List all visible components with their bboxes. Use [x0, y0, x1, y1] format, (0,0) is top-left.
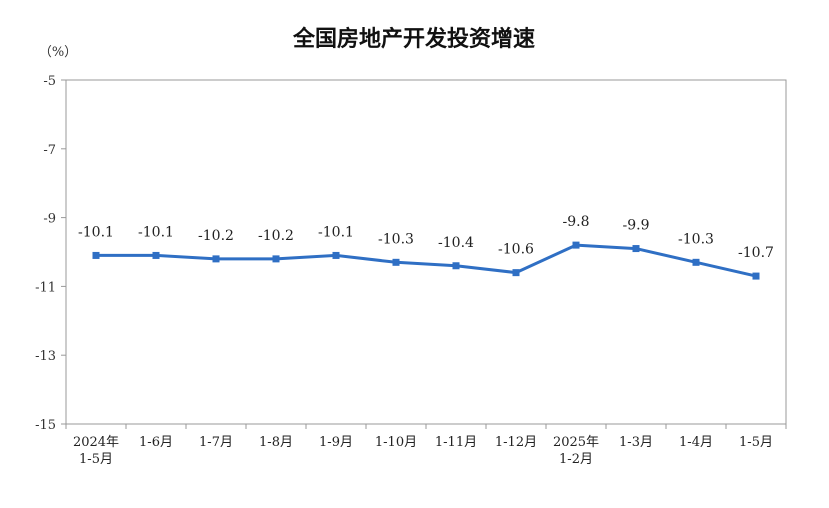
data-point: [632, 245, 640, 253]
data-point: [752, 272, 760, 280]
x-tick-label: 1-4月: [679, 435, 713, 450]
x-tick-label: 1-9月: [319, 435, 353, 450]
y-tick-label: -9: [43, 212, 56, 227]
x-tick-label: 1-12月: [495, 435, 537, 450]
x-tick-label: 1-8月: [259, 435, 293, 450]
series-line: [96, 243, 757, 278]
data-point: [452, 262, 460, 270]
x-axis-ticks: 2024年 1-5月 1-6月 1-7月 1-8月 1-9月 1-10月 1-11月 1-12月…: [65, 424, 787, 467]
chart-title: 全国房地产开发投资增速: [292, 26, 535, 52]
x-tick-label: 1-10月: [375, 435, 417, 450]
data-label: -10.3: [378, 231, 414, 247]
y-tick-label: -13: [35, 349, 56, 364]
data-label: -10.1: [318, 224, 354, 240]
data-label: -10.3: [678, 231, 714, 247]
data-label: -9.8: [563, 214, 590, 230]
x-tick-label: 1-3月: [619, 435, 653, 450]
x-tick-label: 1-7月: [199, 435, 233, 450]
data-label: -10.1: [78, 224, 114, 240]
data-labels: -10.1 -10.1 -10.2 -10.2 -10.1 -10.3 -10.4 -10.6…: [78, 214, 774, 261]
x-tick-label: 2024年 1-5月: [73, 435, 119, 467]
data-point: [92, 251, 100, 259]
data-label: -10.4: [438, 235, 474, 251]
data-point: [212, 255, 220, 263]
y-tick-label: -11: [35, 280, 56, 295]
data-point: [692, 258, 700, 266]
data-point: [572, 241, 580, 249]
y-axis-unit-label: （%）: [39, 45, 77, 60]
y-tick-label: -15: [35, 418, 56, 433]
x-tick-label: 1-6月: [139, 435, 173, 450]
x-tick-label: 2025年 1-2月: [553, 435, 599, 467]
data-point: [392, 258, 400, 266]
data-label: -10.7: [738, 245, 774, 261]
data-point: [332, 251, 340, 259]
x-tick-label: 1-5月: [739, 435, 773, 450]
data-label: -10.1: [138, 224, 174, 240]
y-tick-label: -5: [43, 74, 56, 89]
y-axis-ticks: -5 -7 -9 -11 -13 -15: [35, 74, 66, 433]
data-point: [512, 269, 520, 277]
data-label: -10.2: [258, 228, 294, 244]
plot-area-frame: [65, 79, 787, 425]
data-points: [92, 241, 760, 280]
data-label: -10.2: [198, 228, 234, 244]
y-tick-label: -7: [43, 143, 56, 158]
data-point: [152, 251, 160, 259]
x-tick-label: 1-11月: [435, 435, 477, 450]
data-label: -9.9: [623, 218, 650, 234]
data-label: -10.6: [498, 242, 534, 258]
data-point: [272, 255, 280, 263]
